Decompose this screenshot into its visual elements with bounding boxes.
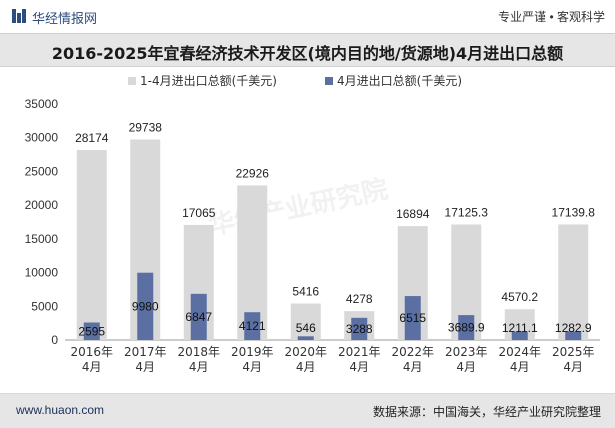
brand-name: 华经情报网 xyxy=(32,11,98,26)
x-tick-label: 4月 xyxy=(189,360,209,374)
x-tick-label: 2018年 xyxy=(177,345,220,359)
x-tick-label: 2022年 xyxy=(391,345,434,359)
data-label-cumulative: 5416 xyxy=(292,284,319,298)
x-tick-label: 2019年 xyxy=(231,345,274,359)
data-source: 数据来源：中国海关，华经产业研究院整理 xyxy=(372,405,601,419)
y-tick-label: 0 xyxy=(51,333,58,347)
data-label-cumulative: 17125.3 xyxy=(445,206,489,220)
y-tick-label: 15000 xyxy=(25,232,59,246)
bar-cumulative xyxy=(558,224,589,340)
y-tick-label: 35000 xyxy=(25,97,59,111)
top-bar: 华经情报网 专业严谨 • 客观科学 xyxy=(0,0,615,32)
title-bar: 2016-2025年宜春经济技术开发区(境内目的地/货源地)4月进出口总额 xyxy=(0,33,615,67)
bar-cumulative xyxy=(76,150,107,340)
x-tick-label: 2021年 xyxy=(338,345,381,359)
footer-bar: www.huaon.com 数据来源：中国海关，华经产业研究院整理 xyxy=(0,393,615,428)
data-label-monthly: 9980 xyxy=(132,299,159,313)
x-tick-label: 2020年 xyxy=(284,345,327,359)
data-label-monthly: 6515 xyxy=(399,311,426,325)
data-label-monthly: 1211.1 xyxy=(502,321,538,335)
x-tick-label: 4月 xyxy=(510,360,530,374)
bar-monthly xyxy=(137,272,154,340)
tagline: 专业严谨 • 客观科学 xyxy=(498,10,605,24)
x-tick-label: 2024年 xyxy=(498,345,541,359)
data-label-monthly: 1282.9 xyxy=(555,321,592,335)
bar-monthly xyxy=(511,331,528,340)
bar-monthly xyxy=(351,317,368,340)
y-tick-label: 30000 xyxy=(25,131,59,145)
legend-label-monthly: 4月进出口总额(千美元) xyxy=(337,74,462,88)
x-tick-label: 4月 xyxy=(296,360,316,374)
x-tick-label: 4月 xyxy=(242,360,262,374)
data-label-cumulative: 17065 xyxy=(182,206,216,220)
data-label-cumulative: 17139.8 xyxy=(552,205,596,219)
x-tick-label: 4月 xyxy=(456,360,476,374)
y-tick-label: 5000 xyxy=(31,299,58,313)
data-label-cumulative: 16894 xyxy=(396,207,430,221)
y-tick-label: 10000 xyxy=(25,266,59,280)
bar-monthly xyxy=(190,293,207,340)
x-tick-label: 4月 xyxy=(82,360,102,374)
y-tick-label: 20000 xyxy=(25,198,59,212)
website-link[interactable]: www.huaon.com xyxy=(16,403,105,417)
data-label-cumulative: 22926 xyxy=(236,166,270,180)
watermark: 华经产业研究院 xyxy=(206,174,390,242)
y-tick-label: 25000 xyxy=(25,164,59,178)
bar-cumulative xyxy=(290,303,321,340)
legend-swatch-monthly xyxy=(325,77,333,85)
x-tick-label: 2017年 xyxy=(124,345,167,359)
data-label-cumulative: 4278 xyxy=(346,292,373,306)
bar-monthly xyxy=(244,312,261,340)
x-tick-label: 4月 xyxy=(135,360,155,374)
x-tick-label: 2023年 xyxy=(445,345,488,359)
chart-title: 2016-2025年宜春经济技术开发区(境内目的地/货源地)4月进出口总额 xyxy=(51,44,564,63)
bar-monthly xyxy=(565,331,582,340)
data-label-monthly: 546 xyxy=(296,321,316,335)
data-label-cumulative: 4570.2 xyxy=(501,290,538,304)
bar-monthly xyxy=(297,336,314,340)
data-label-monthly: 3288 xyxy=(346,322,373,336)
legend-swatch-cumulative xyxy=(128,77,136,85)
data-label-monthly: 2595 xyxy=(78,324,105,338)
bar-monthly xyxy=(83,322,100,340)
bar-chart: 华经产业研究院 1-4月进出口总额(千美元) 4月进出口总额(千美元) 0 5000 10… xyxy=(25,74,600,374)
bar-monthly xyxy=(404,296,421,340)
legend-label-cumulative: 1-4月进出口总额(千美元) xyxy=(140,74,277,88)
data-label-cumulative: 29738 xyxy=(129,120,163,134)
x-tick-label: 4月 xyxy=(563,360,583,374)
x-tick-label: 2016年 xyxy=(70,345,113,359)
x-tick-label: 2025年 xyxy=(552,345,595,359)
x-tick-label: 4月 xyxy=(349,360,369,374)
data-label-cumulative: 28174 xyxy=(75,131,109,145)
data-label-monthly: 3689.9 xyxy=(448,321,485,335)
data-label-monthly: 6847 xyxy=(185,310,212,324)
x-tick-label: 4月 xyxy=(403,360,423,374)
logo-icon xyxy=(12,9,26,23)
bar-monthly xyxy=(458,315,475,340)
data-label-monthly: 4121 xyxy=(239,319,266,333)
